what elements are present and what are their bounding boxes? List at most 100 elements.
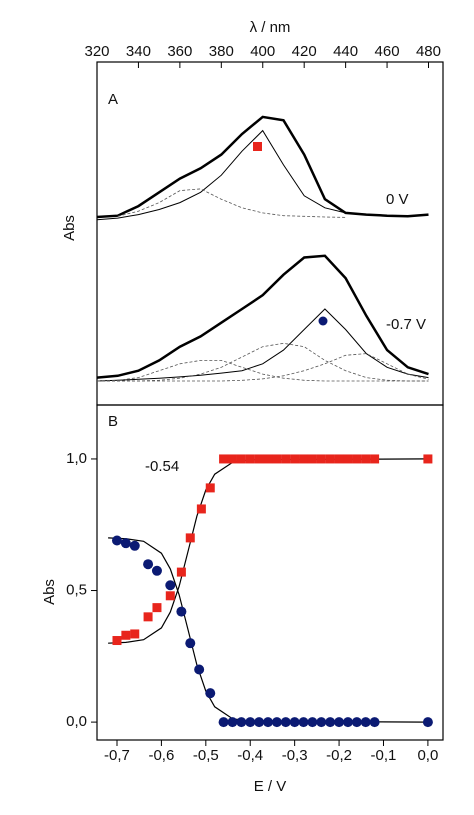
data-point bbox=[227, 717, 238, 728]
data-point bbox=[151, 565, 162, 576]
x-tick-label: 0,0 bbox=[417, 747, 438, 764]
curve-symbol bbox=[253, 142, 262, 151]
data-point bbox=[185, 533, 195, 543]
data-point bbox=[130, 629, 140, 639]
annotation: -0.7 V bbox=[386, 316, 426, 333]
data-point bbox=[334, 454, 344, 464]
x-tick-label: -0,2 bbox=[326, 747, 352, 764]
data-point bbox=[316, 454, 326, 464]
data-point bbox=[290, 454, 300, 464]
data-point bbox=[176, 606, 187, 617]
data-point bbox=[143, 559, 154, 570]
data-point bbox=[245, 717, 256, 728]
x-tick-label: 460 bbox=[375, 43, 400, 60]
data-point bbox=[143, 612, 153, 622]
x-tick-label: -0,5 bbox=[193, 747, 219, 764]
data-point bbox=[361, 454, 371, 464]
data-point bbox=[263, 717, 274, 728]
x-tick-label: 320 bbox=[84, 43, 109, 60]
data-point bbox=[196, 504, 206, 514]
annotation: -0.54 bbox=[145, 458, 179, 475]
annotation: 0 V bbox=[386, 191, 409, 208]
x-tick-label: 380 bbox=[209, 43, 234, 60]
x-tick-label: -0,6 bbox=[148, 747, 174, 764]
data-point bbox=[342, 717, 353, 728]
data-point bbox=[205, 483, 215, 493]
y-axis-label: Abs bbox=[61, 215, 78, 241]
x-axis-label: E / V bbox=[254, 778, 287, 795]
x-tick-label: 440 bbox=[333, 43, 358, 60]
data-point bbox=[352, 454, 362, 464]
y-tick-label: 1,0 bbox=[66, 450, 87, 467]
fit-line bbox=[108, 458, 428, 644]
x-tick-label: 420 bbox=[292, 43, 317, 60]
panel-label: A bbox=[108, 91, 118, 108]
spectrum-line bbox=[96, 254, 429, 379]
data-point bbox=[281, 454, 291, 464]
data-point bbox=[343, 454, 353, 464]
data-point bbox=[307, 454, 317, 464]
x-tick-label: -0,4 bbox=[237, 747, 263, 764]
y-axis-label: Abs bbox=[41, 579, 58, 605]
data-point bbox=[280, 717, 291, 728]
data-point bbox=[205, 688, 216, 699]
data-point bbox=[254, 717, 265, 728]
data-point bbox=[263, 454, 273, 464]
top-axis-label: λ / nm bbox=[250, 19, 291, 36]
spectrum-line bbox=[96, 115, 429, 219]
data-point bbox=[360, 717, 371, 728]
data-point bbox=[334, 717, 345, 728]
data-point bbox=[218, 717, 229, 728]
data-point bbox=[111, 535, 122, 546]
data-point bbox=[236, 717, 247, 728]
data-point bbox=[165, 580, 176, 591]
spectrum-line bbox=[97, 353, 429, 382]
y-tick-label: 0,5 bbox=[66, 581, 87, 598]
spectrum-line bbox=[96, 308, 429, 382]
data-point bbox=[112, 636, 122, 646]
data-point bbox=[325, 717, 336, 728]
y-tick-label: 0,0 bbox=[66, 713, 87, 730]
spectrum-line bbox=[96, 129, 367, 221]
data-point bbox=[152, 603, 162, 613]
data-point bbox=[307, 717, 318, 728]
x-tick-label: 340 bbox=[126, 43, 151, 60]
data-point bbox=[422, 717, 433, 728]
data-point bbox=[121, 630, 131, 640]
data-point bbox=[185, 638, 196, 649]
x-tick-label: -0,7 bbox=[104, 747, 130, 764]
x-tick-label: 480 bbox=[416, 43, 441, 60]
panel-label: B bbox=[108, 413, 118, 430]
data-point bbox=[271, 717, 282, 728]
data-point bbox=[245, 454, 255, 464]
data-point bbox=[219, 454, 229, 464]
data-point bbox=[272, 454, 282, 464]
spectrum-line bbox=[97, 342, 429, 382]
data-point bbox=[325, 454, 335, 464]
data-point bbox=[299, 454, 309, 464]
x-tick-label: -0,3 bbox=[282, 747, 308, 764]
x-tick-label: -0,1 bbox=[371, 747, 397, 764]
data-point bbox=[298, 717, 309, 728]
data-point bbox=[423, 454, 433, 464]
data-point bbox=[165, 591, 175, 601]
data-point bbox=[316, 717, 327, 728]
panel-frame bbox=[96, 404, 444, 741]
data-point bbox=[369, 717, 380, 728]
data-point bbox=[254, 454, 264, 464]
x-tick-label: 400 bbox=[250, 43, 275, 60]
spectrum-line bbox=[96, 360, 429, 382]
data-point bbox=[351, 717, 362, 728]
curve-symbol bbox=[318, 316, 328, 326]
data-point bbox=[194, 664, 205, 675]
spectrum-line bbox=[117, 188, 346, 218]
data-point bbox=[176, 567, 186, 577]
data-point bbox=[129, 540, 140, 551]
data-point bbox=[227, 454, 237, 464]
x-tick-label: 360 bbox=[167, 43, 192, 60]
data-point bbox=[289, 717, 300, 728]
data-point bbox=[120, 538, 131, 549]
fit-line bbox=[108, 537, 428, 723]
